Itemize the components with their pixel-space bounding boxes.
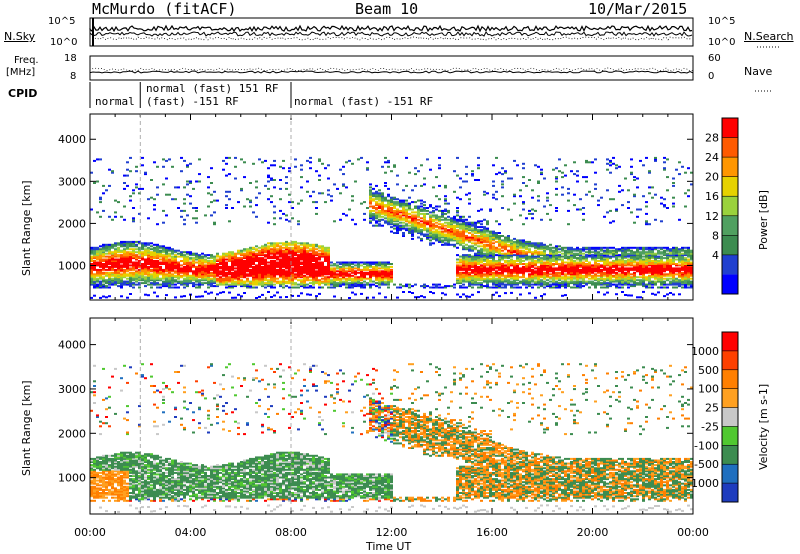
power-field xyxy=(90,156,693,299)
velocity-colorbar-cell-2 xyxy=(722,445,738,465)
noise-search-dotted-trace xyxy=(89,36,693,41)
power-colorbar-tick-label-1: 24 xyxy=(705,151,719,164)
power-ytick-label-0: 1000 xyxy=(58,259,86,272)
x-tick-label-4: 16:00 xyxy=(476,526,508,539)
power-colorbar-cell-5 xyxy=(722,176,738,197)
nave-label: Nave xyxy=(744,65,773,78)
x-tick-label-1: 04:00 xyxy=(175,526,207,539)
cpid-segment-fast-neg151: (fast) -151 RF xyxy=(146,95,239,108)
freq-tick-bottom: 8 xyxy=(70,71,77,82)
nave-trace xyxy=(89,67,694,72)
noise-right-tick-bottom: 10^0 xyxy=(708,37,736,48)
velocity-colorbar-tick-label-1: 500 xyxy=(698,364,719,377)
power-colorbar-tick-label-6: 4 xyxy=(712,249,719,262)
date-title: 10/Mar/2015 xyxy=(588,0,688,18)
velocity-colorbar-tick-label-0: 1000 xyxy=(691,345,719,358)
velocity-colorbar-cell-4 xyxy=(722,407,738,427)
x-tick-label-6: 00:00 xyxy=(677,526,709,539)
power-colorbar-cell-4 xyxy=(722,196,738,216)
velocity-colorbar-cell-5 xyxy=(722,388,738,408)
freq-trace xyxy=(89,70,694,74)
velocity-colorbar-cell-6 xyxy=(722,369,738,389)
noise-search-trace xyxy=(89,31,693,37)
n-sky-label: N.Sky xyxy=(4,30,36,43)
power-colorbar-tick-label-3: 16 xyxy=(705,190,719,203)
power-ytick-label-1: 2000 xyxy=(58,217,86,230)
freq-label: Freq. xyxy=(14,55,39,66)
cpid-label: CPID xyxy=(8,87,38,100)
velocity-ytick-label-1: 2000 xyxy=(58,427,86,440)
velocity-colorbar-tick-label-5: -100 xyxy=(694,439,719,452)
velocity-ytick-label-3: 4000 xyxy=(58,339,86,352)
power-ytick-label-3: 4000 xyxy=(58,133,86,146)
noise-panel-frame xyxy=(89,17,694,47)
velocity-field xyxy=(90,363,693,513)
velocity-colorbar-tick-label-3: 25 xyxy=(705,402,719,415)
power-colorbar-cell-8 xyxy=(722,118,738,138)
noise-left-tick-top: 10^5 xyxy=(48,16,76,27)
power-colorbar-tick-label-0: 28 xyxy=(705,132,719,145)
cpid-segment-normal-fast-neg151: normal (fast) -151 RF xyxy=(294,95,434,108)
velocity-colorbar-tick-label-6: -500 xyxy=(694,458,719,471)
x-tick-label-3: 12:00 xyxy=(376,526,408,539)
power-colorbar-cell-6 xyxy=(722,157,738,177)
cpid-segment-normal-fast-151: normal (fast) 151 RF xyxy=(146,82,279,95)
velocity-colorbar-tick-label-7: -1000 xyxy=(687,477,719,490)
cpid-segment-normal: normal xyxy=(95,95,135,108)
velocity-colorbar-cell-7 xyxy=(722,350,738,370)
x-tick-label-5: 20:00 xyxy=(577,526,609,539)
time-xlabel: Time UT xyxy=(366,540,412,553)
noise-right-tick-top: 10^5 xyxy=(708,16,736,27)
noise-sky-trace xyxy=(89,24,693,33)
nave-tick-top: 60 xyxy=(708,53,721,64)
velocity-ytick-label-2: 3000 xyxy=(58,383,86,396)
velocity-colorbar-tick-label-4: -25 xyxy=(701,420,719,433)
power-colorbar-cell-2 xyxy=(722,235,738,255)
power-colorbar-tick-label-5: 8 xyxy=(712,229,719,242)
x-tick-label-2: 08:00 xyxy=(275,526,307,539)
freq-unit-label: [MHz] xyxy=(6,67,36,78)
freq-tick-top: 18 xyxy=(64,53,77,64)
x-tick-label-0: 00:00 xyxy=(74,526,106,539)
power-colorbar-cell-0 xyxy=(722,274,738,294)
velocity-colorbar-cell-8 xyxy=(722,332,738,351)
power-colorbar-cell-1 xyxy=(722,254,738,275)
velocity-colorbar-cell-3 xyxy=(722,426,738,446)
nave-tick-bottom: 0 xyxy=(708,71,715,82)
noise-left-tick-bottom: 10^0 xyxy=(50,37,78,48)
power-colorbar-frame xyxy=(721,117,739,295)
power-colorbar-cell-7 xyxy=(722,137,738,158)
velocity-colorbar-cell-1 xyxy=(722,464,738,484)
freq-panel-frame xyxy=(89,55,694,81)
velocity-ytick-label-0: 1000 xyxy=(58,472,86,485)
power-colorbar-cell-3 xyxy=(722,215,738,236)
n-search-label: N.Search xyxy=(744,30,794,43)
power-ytick-label-2: 3000 xyxy=(58,175,86,188)
velocity-colorbar-tick-label-2: 100 xyxy=(698,383,719,396)
station-title: McMurdo (fitACF) xyxy=(92,0,237,18)
velocity-colorbar-frame xyxy=(721,331,739,503)
power-colorbar-tick-label-2: 20 xyxy=(705,171,719,184)
velocity-colorbar-cell-0 xyxy=(722,483,738,502)
beam-title: Beam 10 xyxy=(355,0,419,18)
power-colorbar-tick-label-4: 12 xyxy=(705,210,719,223)
